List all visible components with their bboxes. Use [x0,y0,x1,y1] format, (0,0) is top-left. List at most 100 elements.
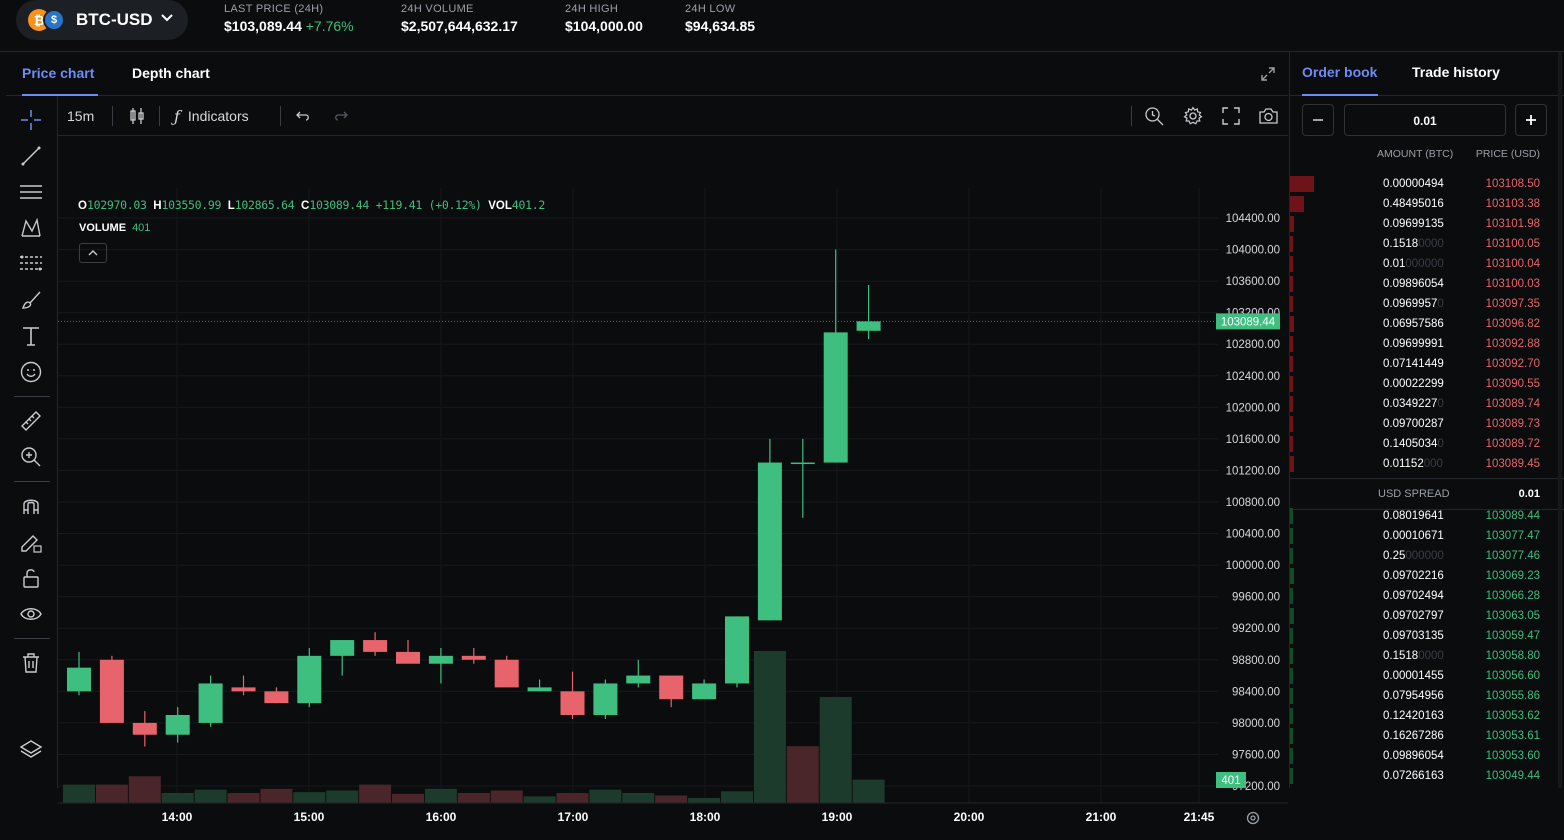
bid-row[interactable]: 0.09703135 103059.47 [1290,626,1564,646]
volume-bar [63,784,95,803]
tab-trade-history[interactable]: Trade history [1412,64,1500,80]
trash-icon[interactable] [19,651,43,675]
zoom-in-icon[interactable] [19,445,43,469]
candle-body [757,462,782,621]
bid-row[interactable]: 0.07954956 103055.86 [1290,686,1564,706]
ask-row[interactable]: 0.15180000 103100.05 [1290,234,1564,254]
amount-value: 0.09702797 [1383,610,1444,622]
change-value: +119.41 (+0.12%) [375,198,482,212]
ask-row[interactable]: 0.00000494 103108.50 [1290,174,1564,194]
eye-icon[interactable] [19,602,43,626]
bid-row[interactable]: 0.00001455 103056.60 [1290,666,1564,686]
bid-row[interactable]: 0.09702494 103066.28 [1290,586,1564,606]
fullscreen-icon[interactable] [1222,107,1240,125]
fib-retracement-icon[interactable] [19,252,43,276]
amount-value: 0.01152 [1383,458,1424,470]
ask-row[interactable]: 0.14050340 103089.72 [1290,434,1564,454]
camera-icon[interactable] [1258,106,1279,126]
increase-step-button[interactable] [1515,104,1547,136]
undo-icon[interactable] [295,108,311,124]
trend-line-icon[interactable] [19,144,43,168]
ask-row[interactable]: 0.01000000 103100.04 [1290,254,1564,274]
order-amount: 0.07266163 [1383,770,1444,782]
ask-row[interactable]: 0.03492270 103089.74 [1290,394,1564,414]
emoji-icon[interactable] [19,360,43,384]
depth-bar [1290,688,1293,704]
stat-last-price: LAST PRICE (24H) $103,089.44 +7.76% [224,3,354,34]
candle-body [330,640,355,656]
layers-icon[interactable] [19,738,43,762]
tab-depth-chart[interactable]: Depth chart [132,65,210,81]
gear-icon[interactable] [1183,106,1203,126]
bid-row[interactable]: 0.08019641 103089.44 [1290,506,1564,526]
amount-value: 0.16267286 [1383,730,1444,742]
lock-drawing-icon[interactable] [19,530,43,554]
order-amount: 0.00022299 [1383,378,1444,390]
crosshair-icon[interactable] [19,108,43,132]
brush-icon[interactable] [19,288,43,312]
expand-icon[interactable] [1260,66,1276,82]
magnet-icon[interactable] [19,494,43,518]
ask-row[interactable]: 0.09699570 103097.35 [1290,294,1564,314]
step-value[interactable]: 0.01 [1344,104,1506,136]
indicators-button[interactable]: ƒ Indicators [174,96,249,136]
candle-body [527,687,552,692]
bid-row[interactable]: 0.09702216 103069.23 [1290,566,1564,586]
last-volume-label: 401 [1221,775,1240,787]
scrollbar[interactable] [1558,52,1562,788]
horizontal-lines-icon[interactable] [19,180,43,204]
bid-row[interactable]: 0.16267286 103053.61 [1290,726,1564,746]
unlock-icon[interactable] [19,566,43,590]
tab-order-book[interactable]: Order book [1302,64,1378,80]
bid-row[interactable]: 0.15180000 103058.80 [1290,646,1564,666]
collapse-legend-button[interactable] [79,243,107,263]
y-tick-label: 99200.00 [1232,623,1280,635]
redo-icon[interactable] [333,108,349,124]
interval-button[interactable]: 15m [67,108,95,124]
bid-row[interactable]: 0.25000000 103077.46 [1290,546,1564,566]
ask-row[interactable]: 0.07141449 103092.70 [1290,354,1564,374]
price-chart[interactable]: 104400.00104000.00103600.00103200.001028… [58,188,1288,840]
stat-value: $104,000.00 [565,18,643,34]
depth-bar [1290,728,1293,744]
tab-price-chart[interactable]: Price chart [22,65,95,81]
ask-row[interactable]: 0.09699135 103101.98 [1290,214,1564,234]
volume-label: VOLUME [79,222,127,234]
ask-row[interactable]: 0.09700287 103089.73 [1290,414,1564,434]
ask-row[interactable]: 0.01152000 103089.45 [1290,454,1564,474]
ask-row[interactable]: 0.48495016 103103.38 [1290,194,1564,214]
depth-bar [1290,196,1305,212]
bid-row[interactable]: 0.09896054 103053.60 [1290,746,1564,766]
depth-bar [1290,648,1293,664]
candle-style-icon[interactable] [128,107,146,125]
ask-row[interactable]: 0.09896054 103100.03 [1290,274,1564,294]
decrease-step-button[interactable] [1302,104,1334,136]
pattern-icon[interactable] [19,216,43,240]
quick-search-icon[interactable] [1144,106,1164,126]
candle-body [67,667,91,692]
bid-row[interactable]: 0.12420163 103053.62 [1290,706,1564,726]
candle-body [593,683,618,715]
ask-row[interactable]: 0.00022299 103090.55 [1290,374,1564,394]
bid-row[interactable]: 0.07266163 103049.44 [1290,766,1564,786]
depth-bar [1290,176,1314,192]
toolbar-divider [159,106,160,126]
ask-row[interactable]: 0.09699991 103092.88 [1290,334,1564,354]
amount-value: 0.0969957 [1383,298,1438,310]
price-column-header: PRICE (USD) [1475,148,1540,160]
candle-body [297,655,322,704]
order-price: 103092.88 [1485,338,1540,350]
bid-row[interactable]: 0.09702797 103063.05 [1290,606,1564,626]
text-tool-icon[interactable] [19,324,43,348]
spread-label: USD SPREAD [1378,488,1450,500]
order-amount: 0.09703135 [1383,630,1444,642]
depth-bar [1290,276,1293,292]
ask-row[interactable]: 0.06957586 103096.82 [1290,314,1564,334]
order-price: 103096.82 [1485,318,1540,330]
high-value: 103550.99 [161,198,222,212]
close-value: 103089.44 [309,198,369,212]
ruler-icon[interactable] [19,409,43,433]
order-price: 103090.55 [1485,378,1540,390]
bid-row[interactable]: 0.00010671 103077.47 [1290,526,1564,546]
pair-selector[interactable]: ₿ $ BTC-USD [16,0,188,40]
